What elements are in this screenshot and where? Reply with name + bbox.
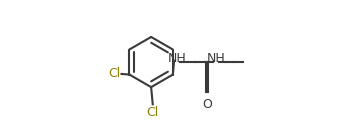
Text: Cl: Cl — [147, 106, 159, 119]
Text: NH: NH — [167, 52, 186, 65]
Text: O: O — [202, 98, 212, 111]
Text: NH: NH — [207, 52, 225, 65]
Text: Cl: Cl — [109, 67, 121, 80]
